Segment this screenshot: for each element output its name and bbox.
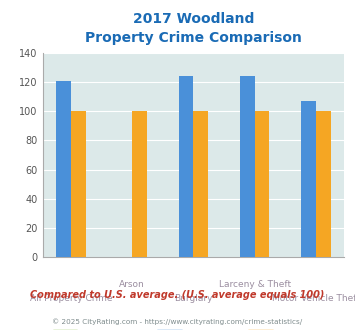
Bar <box>132 111 147 257</box>
Text: Compared to U.S. average. (U.S. average equals 100): Compared to U.S. average. (U.S. average … <box>30 290 325 300</box>
Text: Larceny & Theft: Larceny & Theft <box>219 280 291 289</box>
Bar <box>179 76 193 257</box>
Bar <box>301 101 316 257</box>
Bar <box>316 111 331 257</box>
Bar <box>240 76 255 257</box>
Text: All Property Crime: All Property Crime <box>30 293 112 303</box>
Text: Arson: Arson <box>119 280 145 289</box>
Text: © 2025 CityRating.com - https://www.cityrating.com/crime-statistics/: © 2025 CityRating.com - https://www.city… <box>53 318 302 325</box>
Bar <box>56 81 71 257</box>
Title: 2017 Woodland
Property Crime Comparison: 2017 Woodland Property Crime Comparison <box>85 12 302 45</box>
Legend: Woodland, Georgia, National: Woodland, Georgia, National <box>47 324 340 330</box>
Bar <box>71 111 86 257</box>
Bar <box>193 111 208 257</box>
Bar <box>255 111 269 257</box>
Text: Burglary: Burglary <box>174 293 213 303</box>
Text: Motor Vehicle Theft: Motor Vehicle Theft <box>272 293 355 303</box>
